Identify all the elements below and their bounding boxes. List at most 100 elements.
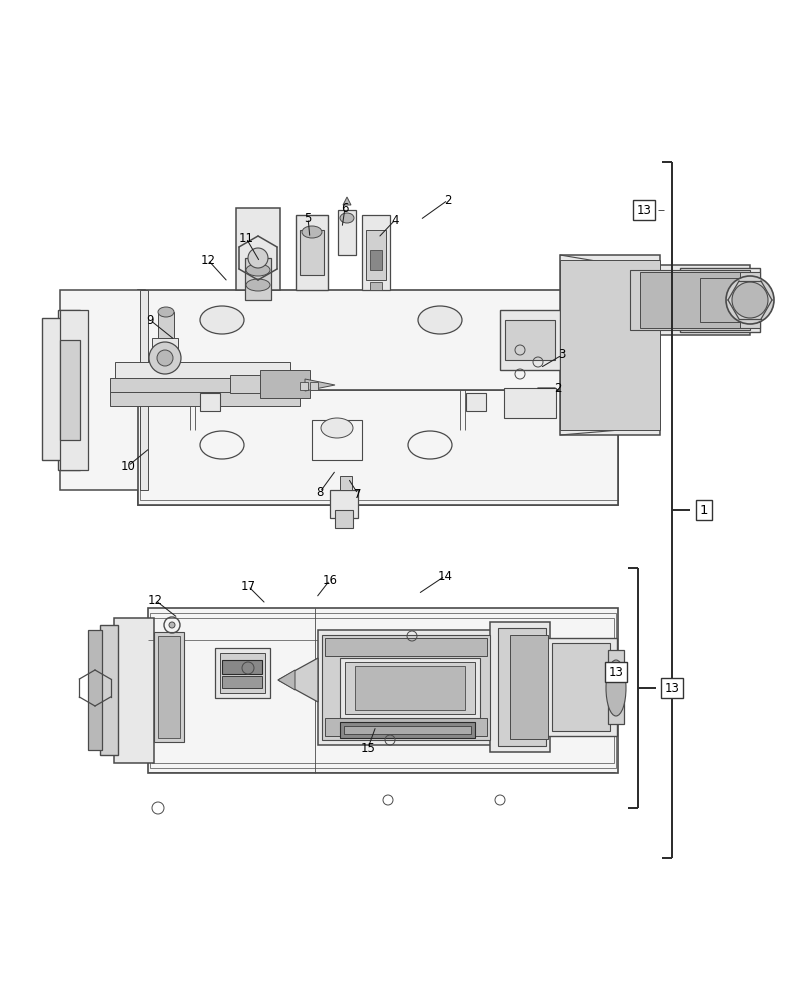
Text: 2: 2 xyxy=(554,381,562,394)
Bar xyxy=(362,215,390,290)
Ellipse shape xyxy=(606,660,626,716)
Bar xyxy=(345,662,475,714)
Bar xyxy=(220,653,265,693)
Bar xyxy=(700,278,760,322)
Text: 7: 7 xyxy=(354,488,362,500)
Bar xyxy=(88,630,102,750)
Bar xyxy=(366,230,386,280)
Bar xyxy=(322,635,490,740)
Text: 1: 1 xyxy=(700,504,709,516)
Bar xyxy=(42,318,62,460)
Bar xyxy=(330,490,358,518)
Ellipse shape xyxy=(732,282,768,318)
Bar xyxy=(490,622,550,752)
Text: 14: 14 xyxy=(437,570,452,582)
Bar xyxy=(680,268,760,332)
Bar xyxy=(504,388,556,418)
Bar xyxy=(300,382,308,390)
Bar xyxy=(545,638,617,736)
Bar xyxy=(138,390,618,505)
Ellipse shape xyxy=(200,431,244,459)
Bar xyxy=(318,630,493,745)
Text: 13: 13 xyxy=(608,666,624,678)
Bar xyxy=(114,618,154,763)
Bar xyxy=(640,272,740,328)
Text: 4: 4 xyxy=(391,214,399,227)
Bar xyxy=(260,370,310,398)
Ellipse shape xyxy=(340,213,354,223)
Bar xyxy=(310,382,318,390)
Text: 2: 2 xyxy=(444,194,452,207)
Text: 9: 9 xyxy=(146,314,154,326)
Text: 10: 10 xyxy=(120,460,136,473)
Bar xyxy=(325,638,487,656)
Bar xyxy=(340,722,475,738)
Bar xyxy=(370,282,382,290)
Bar xyxy=(300,230,324,275)
Bar xyxy=(312,420,362,460)
Bar xyxy=(215,648,270,698)
Bar xyxy=(148,608,618,773)
Bar xyxy=(110,378,300,392)
Ellipse shape xyxy=(408,431,452,459)
Bar xyxy=(110,392,300,406)
Bar xyxy=(620,265,750,335)
Bar xyxy=(498,628,546,746)
Bar xyxy=(230,375,300,393)
Bar xyxy=(335,510,353,528)
Ellipse shape xyxy=(158,307,174,317)
Bar xyxy=(505,320,555,360)
Bar xyxy=(236,208,280,290)
Ellipse shape xyxy=(246,279,270,291)
Bar xyxy=(58,310,80,470)
Bar xyxy=(245,258,271,300)
Bar xyxy=(140,390,618,500)
Ellipse shape xyxy=(726,276,774,324)
Bar xyxy=(115,362,290,378)
Bar xyxy=(340,476,352,490)
Bar xyxy=(630,270,750,330)
Text: 11: 11 xyxy=(238,232,254,244)
Polygon shape xyxy=(305,379,335,391)
Text: 6: 6 xyxy=(341,202,349,215)
Ellipse shape xyxy=(302,226,322,238)
Ellipse shape xyxy=(149,342,181,374)
Bar xyxy=(510,635,548,739)
Bar xyxy=(370,250,382,270)
Bar xyxy=(100,625,118,755)
Bar xyxy=(60,290,145,490)
Bar xyxy=(60,310,88,470)
Bar xyxy=(140,290,148,490)
Bar xyxy=(500,310,560,370)
Text: 12: 12 xyxy=(148,593,162,606)
Text: 16: 16 xyxy=(322,574,338,586)
Text: 3: 3 xyxy=(558,349,566,361)
Bar xyxy=(608,650,624,724)
Ellipse shape xyxy=(418,306,462,334)
Text: 13: 13 xyxy=(664,682,680,694)
Bar xyxy=(158,636,180,738)
Ellipse shape xyxy=(157,350,173,366)
Bar xyxy=(150,613,616,768)
Bar xyxy=(222,660,262,674)
Bar xyxy=(222,676,262,688)
Bar xyxy=(154,632,184,742)
Polygon shape xyxy=(278,670,295,690)
Bar xyxy=(152,618,614,763)
Text: 17: 17 xyxy=(241,580,255,592)
Text: 13: 13 xyxy=(637,204,651,217)
Bar xyxy=(338,210,356,255)
Text: 15: 15 xyxy=(360,742,376,754)
Bar xyxy=(552,643,610,731)
Bar xyxy=(325,718,487,736)
Ellipse shape xyxy=(321,418,353,438)
Bar xyxy=(138,290,618,505)
Text: 12: 12 xyxy=(200,253,216,266)
Ellipse shape xyxy=(246,264,270,276)
Ellipse shape xyxy=(200,306,244,334)
Bar xyxy=(152,338,178,358)
Bar xyxy=(355,666,465,710)
Bar xyxy=(340,658,480,718)
Bar xyxy=(560,255,660,435)
Polygon shape xyxy=(343,197,351,205)
